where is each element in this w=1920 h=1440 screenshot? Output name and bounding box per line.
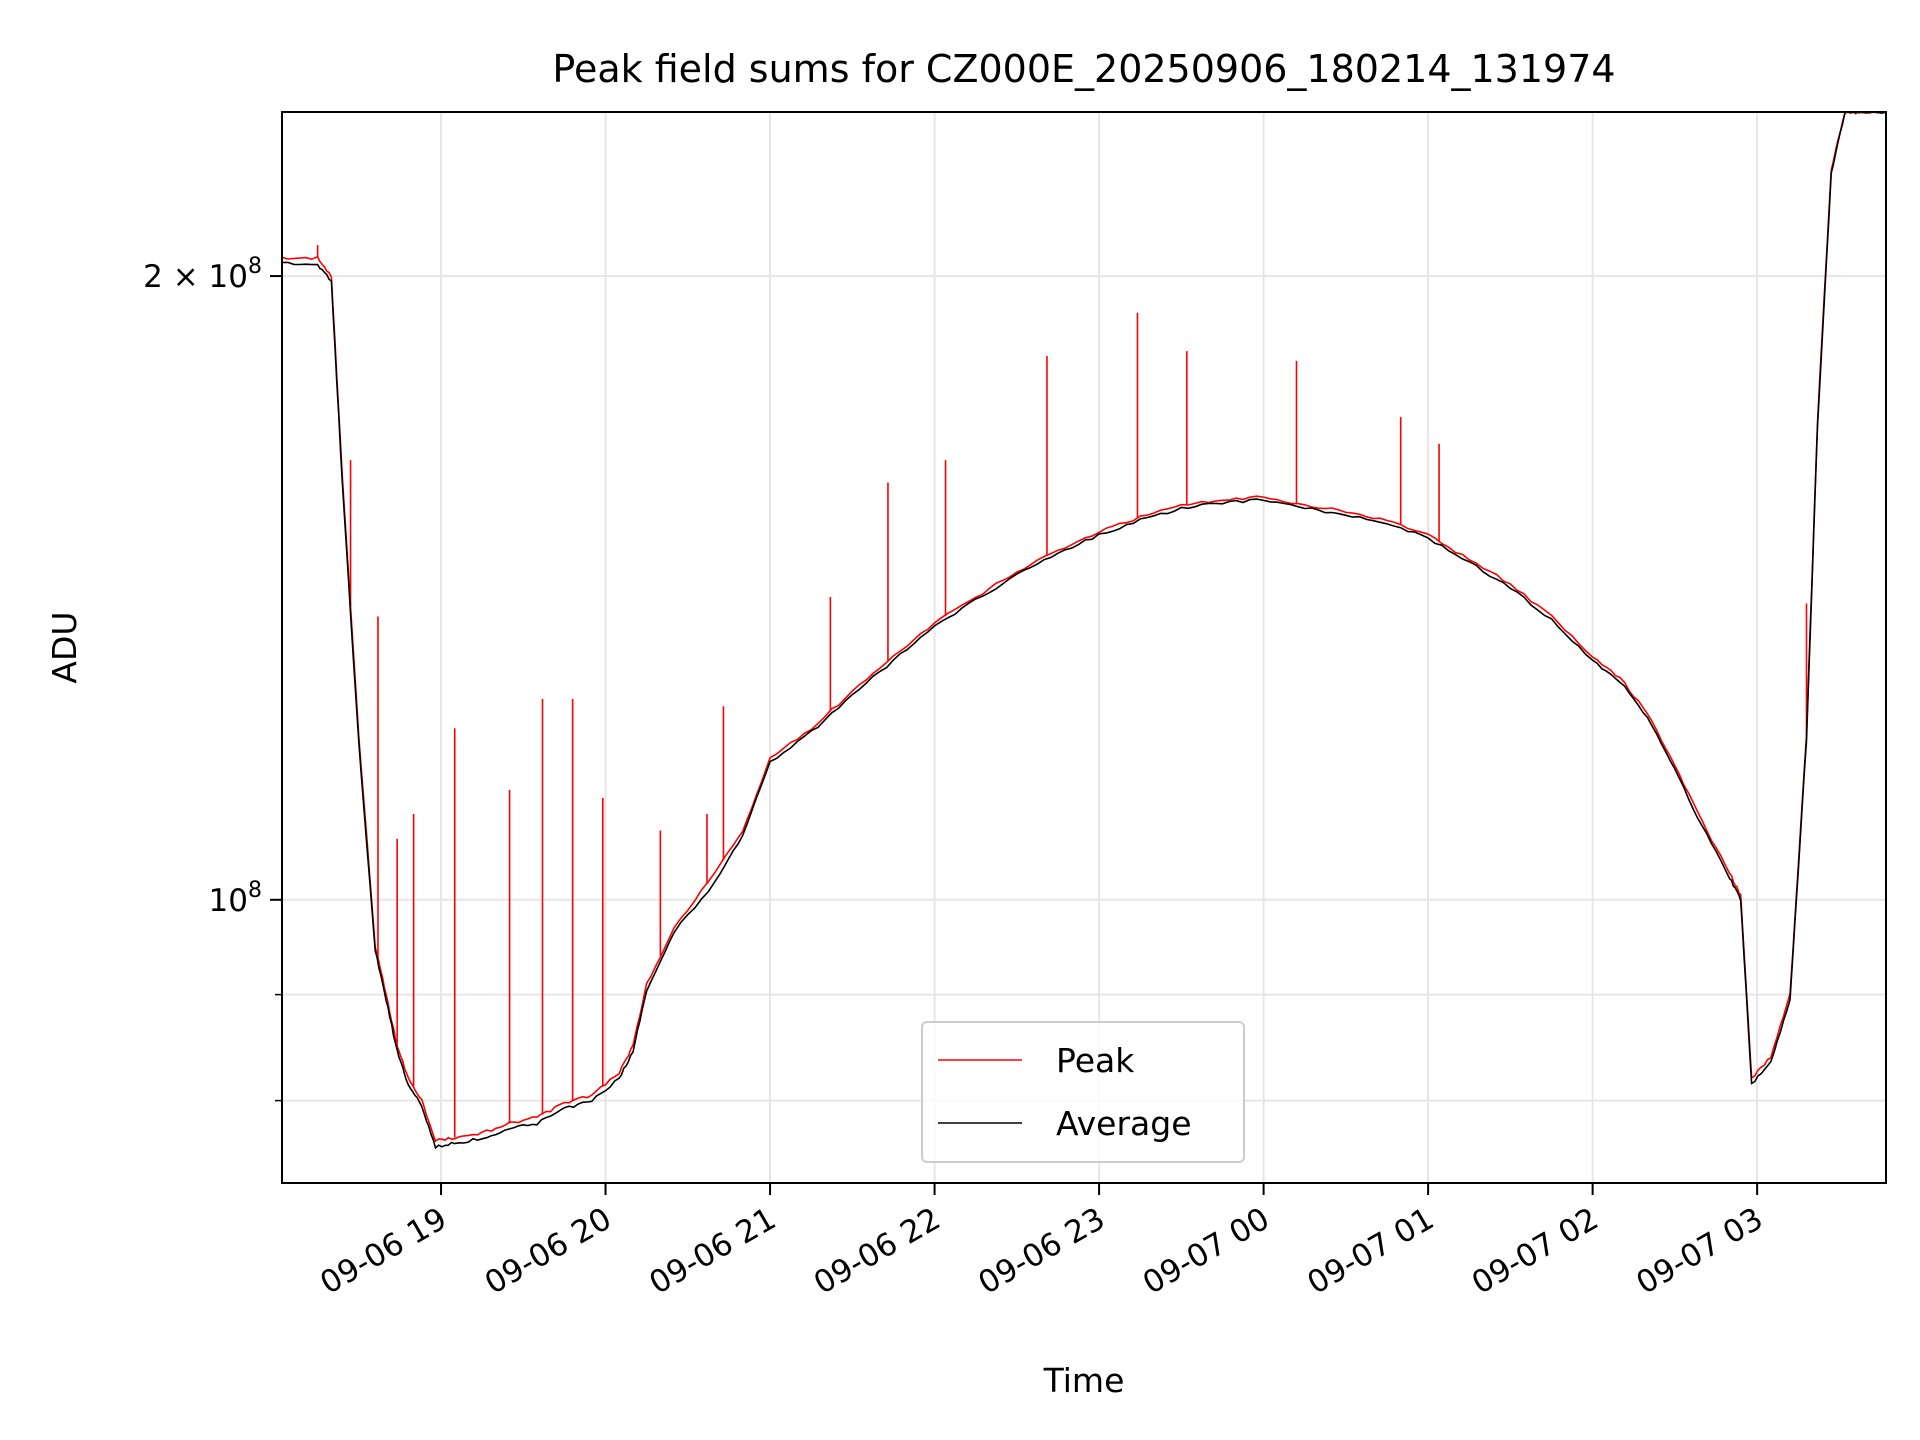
y-axis: 108 2 × 108 xyxy=(143,254,282,1102)
plot-frame xyxy=(281,111,1887,1184)
legend: Peak Average xyxy=(921,1021,1245,1163)
series-layer xyxy=(282,112,1886,1150)
y-axis-label: ADU xyxy=(45,611,84,683)
grid xyxy=(282,112,1886,1183)
legend-label-peak: Peak xyxy=(1056,1041,1135,1080)
series-line-peak xyxy=(282,112,1886,1143)
legend-box xyxy=(921,1021,1245,1163)
series-line-average xyxy=(282,112,1886,1150)
y-tick-label: 108 xyxy=(209,878,262,919)
chart-title: Peak field sums for CZ000E_20250906_1802… xyxy=(552,47,1615,91)
x-axis-label: Time xyxy=(1043,1361,1125,1400)
y-tick-label: 2 × 108 xyxy=(143,254,262,295)
legend-label-average: Average xyxy=(1056,1104,1192,1143)
